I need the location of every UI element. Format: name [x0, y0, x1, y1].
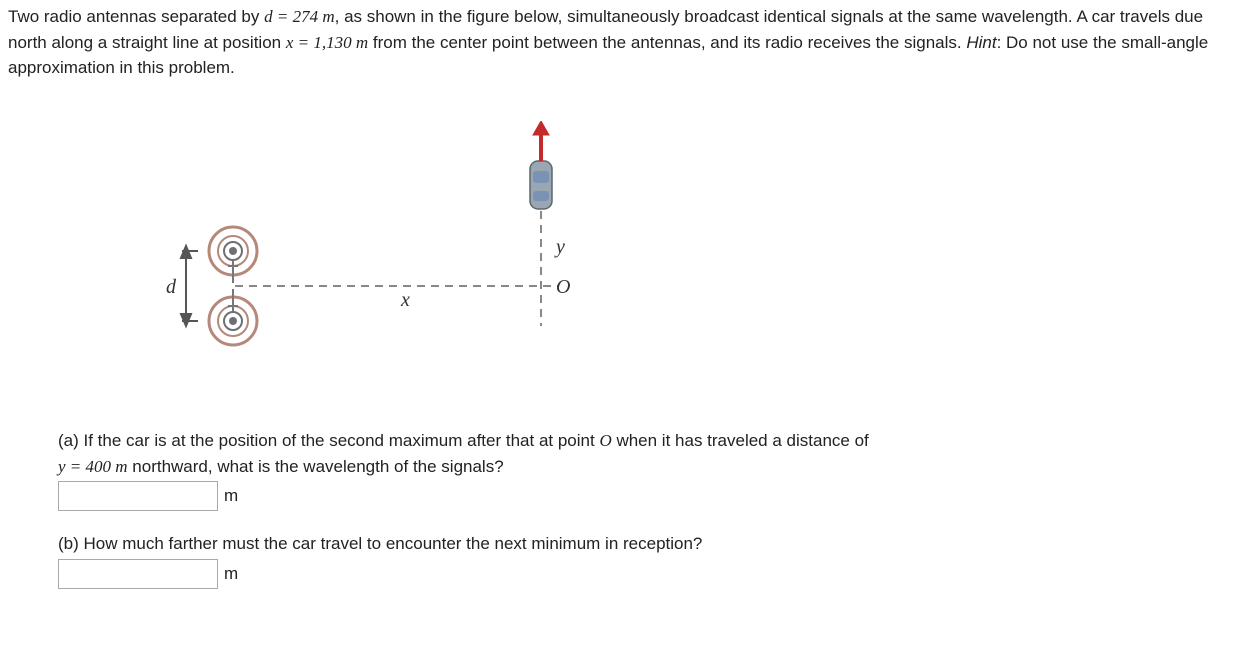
part-a-y: y = 400 m	[58, 457, 128, 476]
part-a-label-3: northward, what is the wavelength of the…	[132, 457, 503, 476]
intro-text-3: from the center point between the antenn…	[373, 33, 966, 52]
intro-text-1: Two radio antennas separated by	[8, 7, 264, 26]
x-value: x = 1,130 m	[286, 33, 368, 52]
problem-statement: Two radio antennas separated by d = 274 …	[8, 4, 1238, 81]
part-a-label-1: (a) If the car is at the position of the…	[58, 431, 599, 450]
d-dimension-icon	[181, 246, 198, 326]
part-b-input[interactable]	[58, 559, 218, 589]
part-a-label-2: when it has traveled a distance of	[612, 431, 869, 450]
north-arrow-icon	[533, 121, 549, 161]
d-value: d = 274 m	[264, 7, 335, 26]
label-y: y	[554, 236, 565, 258]
car-icon	[530, 161, 552, 209]
figure-svg: d x y O	[158, 121, 638, 391]
part-a-text: (a) If the car is at the position of the…	[58, 428, 1238, 479]
label-d: d	[166, 276, 177, 298]
part-a: (a) If the car is at the position of the…	[8, 418, 1238, 521]
figure: d x y O	[8, 91, 1238, 419]
part-a-O: O	[599, 431, 611, 450]
part-b-unit: m	[224, 561, 238, 587]
part-a-unit: m	[224, 483, 238, 509]
hint-label: Hint	[966, 33, 996, 52]
part-b: (b) How much farther must the car travel…	[8, 521, 1238, 599]
part-a-input[interactable]	[58, 481, 218, 511]
label-o: O	[556, 276, 570, 298]
part-b-text: (b) How much farther must the car travel…	[58, 531, 1238, 557]
label-x: x	[400, 289, 410, 311]
